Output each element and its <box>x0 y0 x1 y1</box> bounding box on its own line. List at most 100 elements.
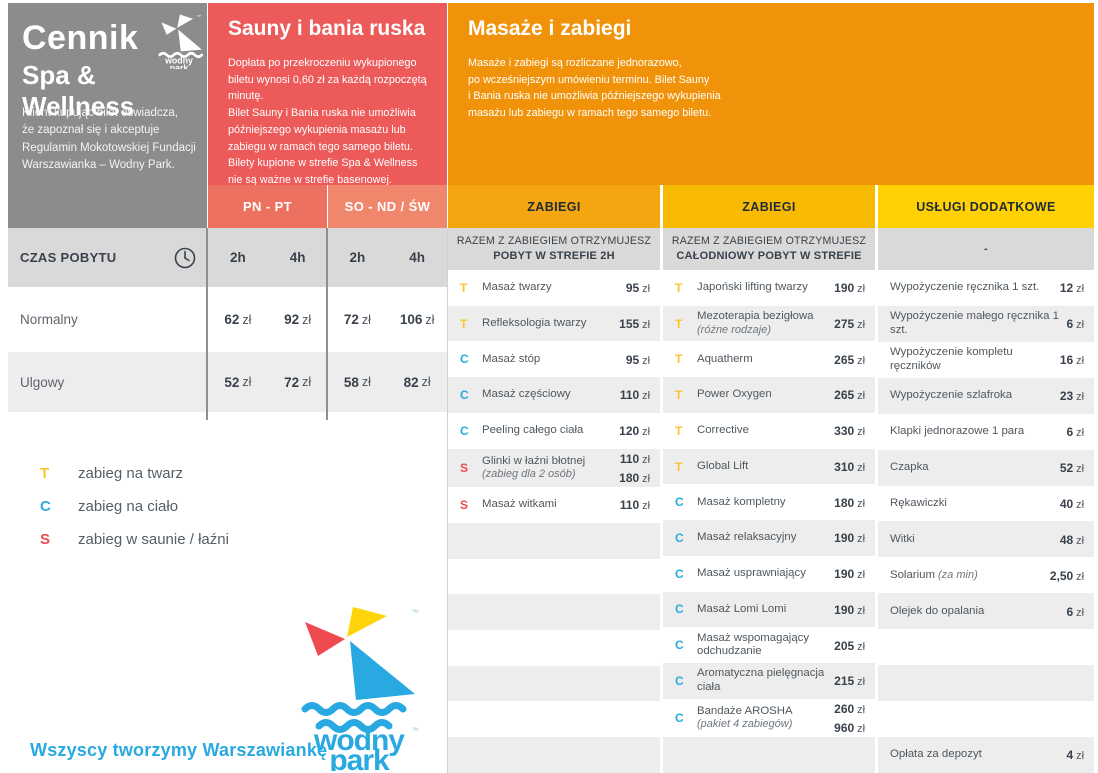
category-letter: C <box>460 423 469 438</box>
list-item: Rękawiczki 40 zł <box>878 485 1094 522</box>
sauny-panel: Sauny i bania ruska Dopłata po przekrocz… <box>208 3 447 186</box>
item-name: Wypożyczenie szlafroka <box>890 389 1013 401</box>
item-price: 6 zł <box>1066 317 1085 332</box>
list-item: C Masaż relaksacyjny 190 zł <box>663 520 875 556</box>
sauny-description: Dopłata po przekroczeniu wykupionego bil… <box>228 57 427 187</box>
svg-text:™: ™ <box>197 14 201 19</box>
list-item <box>448 629 660 666</box>
item-name: Glinki w łaźni błotnej (zabieg dla 2 osób… <box>482 455 619 481</box>
legend-item-sauna: S zabieg w saunie / łaźni <box>40 528 340 550</box>
item-name: Masaż częściowy <box>482 388 571 401</box>
list-item <box>448 558 660 595</box>
svg-text:park: park <box>170 63 189 69</box>
list-item: Czapka 52 zł <box>878 449 1094 486</box>
category-letter: S <box>460 460 469 475</box>
sauny-title: Sauny i bania ruska <box>228 17 426 40</box>
list-item: C Peeling całego ciała 120 zł <box>448 412 660 449</box>
header-panel: Cennik Spa & Wellness wodny park ™ Klien… <box>8 3 207 228</box>
price-cell: 62 zł <box>224 312 252 327</box>
price-cell: 52 zł <box>224 374 252 390</box>
item-price: 95 zł <box>625 352 650 367</box>
duration-4h-weekend: 4h <box>409 250 425 265</box>
category-letter: C <box>675 673 684 688</box>
item-note: (za min) <box>934 568 978 581</box>
list-item: T Mezoterapia bezigłowa (różne rodzaje) 275… <box>663 305 875 342</box>
list-item <box>448 701 660 738</box>
item-price: 23 zł <box>1059 389 1084 404</box>
item-name: Witki <box>890 532 915 545</box>
table-row-ulgowy: Ulgowy 52 zł 72 zł 58 zł 82 zł <box>8 352 447 412</box>
list-item: C Masaż Lomi Lomi 190 zł <box>663 591 875 628</box>
item-price: 190 zł <box>834 531 865 546</box>
list-item: Opłata za depozyt 4 zł <box>878 736 1094 773</box>
item-name: Refleksologia twarzy <box>482 316 587 329</box>
item-price: 190 zł <box>834 567 865 582</box>
item-name: Masaż stóp <box>482 352 541 365</box>
uslugi-band: USŁUGI DODATKOWE <box>878 185 1094 228</box>
legend-letter: T <box>40 464 50 482</box>
list-item: T Power Oxygen 265 zł <box>663 377 875 413</box>
item-note: (pakiet 4 zabiegów) <box>697 718 793 731</box>
weekend-band: SO - ND / ŚW <box>328 185 447 228</box>
list-header-line1: RAZEM Z ZABIEGIEM OTRZYMUJESZ <box>456 235 652 248</box>
item-name: Opłata za depozyt <box>890 748 982 761</box>
row-prices: 62 zł 92 zł 72 zł 106 zł <box>208 287 447 352</box>
extras-header: - <box>878 228 1094 270</box>
price-cell: 72 zł <box>284 374 312 390</box>
item-name: Power Oxygen <box>697 388 772 401</box>
item-name: Masaż kompletny <box>697 495 786 508</box>
price-cell: 106 zł <box>399 312 435 327</box>
extras-header-dash: - <box>984 242 988 255</box>
legend-item-twarz: T zabieg na twarz <box>40 462 340 484</box>
list-item: C Masaż wspomagający odchudzanie 205 zł <box>663 627 875 664</box>
item-price: 190 zł <box>834 602 865 617</box>
list-item: T Japoński lifting twarzy 190 zł <box>663 270 875 306</box>
item-name: Masaż twarzy <box>482 281 552 294</box>
item-name: Masaż wspomagający odchudzanie <box>697 631 810 658</box>
item-name: Masaż relaksacyjny <box>697 531 797 544</box>
table-row-normalny: Normalny 62 zł 92 zł 72 zł 106 zł <box>8 287 447 352</box>
legend-item-cialo: C zabieg na ciało <box>40 495 340 517</box>
svg-text:™: ™ <box>411 608 419 617</box>
category-letter: T <box>675 423 683 438</box>
list-item: Olejek do opalania 6 zł <box>878 593 1094 630</box>
item-name: Solarium (za min) <box>890 568 978 581</box>
list-item: T Corrective 330 zł <box>663 412 875 449</box>
list-item: C Masaż kompletny 180 zł <box>663 484 875 521</box>
list-item: C Masaż stóp 95 zł <box>448 341 660 378</box>
legend-label: zabieg w saunie / łaźni <box>78 530 229 548</box>
list-header-line1: RAZEM Z ZABIEGIEM OTRZYMUJESZ <box>671 235 867 248</box>
list-item <box>878 665 1094 702</box>
row-label: Ulgowy <box>20 374 65 390</box>
list-fullday-header: RAZEM Z ZABIEGIEM OTRZYMUJESZ CAŁODNIOWY… <box>663 228 875 270</box>
list-item <box>878 629 1094 666</box>
item-price: 16 zł <box>1059 353 1084 368</box>
item-price: 95 zł <box>625 281 650 296</box>
list-item: C Aromatyczna pielęgnacja ciała 215 zł <box>663 663 875 699</box>
list-2h-body: T Masaż twarzy 95 zł T Refleksologia twarzy 1… <box>448 270 660 773</box>
list-item: Wypożyczenie ręcznika 1 szt. 12 zł <box>878 270 1094 306</box>
price-cell: 92 zł <box>284 312 312 327</box>
list-fullday-body: T Japoński lifting twarzy 190 zł T Mezoterap… <box>663 270 875 773</box>
item-price: 110 zł <box>619 498 650 513</box>
legend-label: zabieg na twarz <box>78 464 184 482</box>
category-letter: C <box>675 711 684 725</box>
item-price: 190 zł <box>834 281 865 296</box>
row-prices: 52 zł 72 zł 58 zł 82 zł <box>208 352 447 412</box>
table-divider <box>326 228 328 420</box>
item-price: 120 zł <box>619 424 650 439</box>
page-title: Cennik <box>22 19 139 57</box>
category-letter: T <box>460 280 468 295</box>
item-name: Rękawiczki <box>890 496 947 509</box>
row-label: Normalny <box>20 312 78 327</box>
item-price: 330 zł <box>834 424 865 439</box>
category-letter: C <box>675 495 684 510</box>
masaze-title: Masaże i zabiegi <box>468 17 632 40</box>
list-item: S Glinki w łaźni błotnej (zabieg dla 2 osó… <box>448 448 660 488</box>
list-item: Solarium (za min) 2,50 zł <box>878 557 1094 594</box>
item-price: 275 zł <box>834 317 865 331</box>
item-name: Klapki jednorazowe 1 para <box>890 424 1025 437</box>
list-item: Wypożyczenie szlafroka 23 zł <box>878 377 1094 414</box>
item-name: Wypożyczenie małego ręcznika 1 szt. <box>890 310 1059 336</box>
